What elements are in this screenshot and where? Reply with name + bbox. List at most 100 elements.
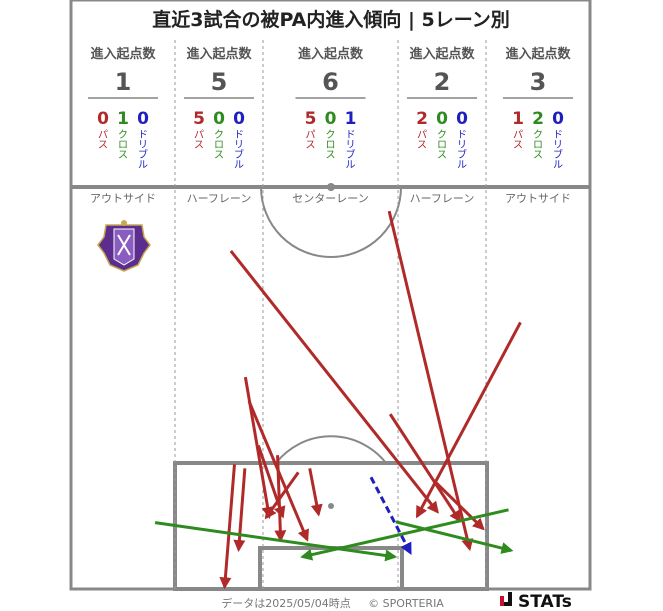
label-dribble: リ bbox=[234, 140, 244, 151]
entry-arrows bbox=[154, 210, 522, 590]
pass-arrow bbox=[219, 464, 236, 590]
count-dribble: 0 bbox=[552, 109, 564, 129]
pass-arrow bbox=[432, 479, 485, 531]
label-dribble: ル bbox=[553, 160, 563, 171]
count-pass: 1 bbox=[512, 109, 524, 129]
chart-title: 直近3試合の被PA内進入傾向 | 5レーン別 bbox=[152, 8, 510, 31]
footer-date: データは2025/05/04時点 bbox=[221, 596, 350, 610]
label-pass: ス bbox=[306, 140, 316, 151]
count-pass: 5 bbox=[305, 109, 317, 129]
label-pass: パ bbox=[194, 129, 204, 141]
lane-header-label: 進入起点数 bbox=[505, 46, 571, 62]
cross-arrow bbox=[395, 520, 514, 554]
pass-arrow bbox=[415, 321, 522, 519]
label-dribble: ル bbox=[457, 160, 467, 171]
label-dribble: ル bbox=[234, 160, 244, 171]
count-dribble: 0 bbox=[137, 109, 149, 129]
count-pass: 0 bbox=[97, 109, 109, 129]
pass-arrow bbox=[233, 468, 247, 552]
label-cross: ロ bbox=[437, 140, 447, 151]
count-pass: 5 bbox=[193, 109, 205, 129]
count-dribble: 1 bbox=[345, 109, 357, 129]
label-dribble: ブ bbox=[346, 148, 356, 161]
label-dribble: ド bbox=[234, 130, 244, 141]
center-circle bbox=[260, 186, 402, 258]
label-dribble: リ bbox=[457, 140, 467, 151]
label-pass: ス bbox=[417, 140, 427, 151]
lane-header-label: 進入起点数 bbox=[409, 46, 475, 62]
label-cross: ロ bbox=[214, 140, 224, 151]
footer-copyright: © SPORTERIA bbox=[368, 597, 444, 610]
cross-arrow bbox=[300, 508, 509, 561]
club-crest-icon bbox=[97, 220, 151, 272]
dribble-arrow bbox=[369, 476, 412, 555]
label-cross: ク bbox=[118, 129, 128, 141]
lane-name: ハーフレーン bbox=[410, 192, 475, 205]
label-cross: ク bbox=[326, 129, 336, 141]
center-spot bbox=[327, 183, 335, 191]
lane-name: アウトサイド bbox=[505, 192, 571, 205]
label-cross: ク bbox=[533, 129, 543, 141]
label-cross: ス bbox=[533, 150, 543, 161]
label-pass: パ bbox=[306, 129, 316, 141]
count-cross: 0 bbox=[213, 109, 225, 129]
pass-arrow bbox=[387, 210, 474, 552]
pass-arrow bbox=[388, 413, 462, 523]
label-dribble: ブ bbox=[138, 148, 148, 161]
label-cross: ロ bbox=[533, 140, 543, 151]
lane-header-label: 進入起点数 bbox=[298, 46, 364, 62]
lane-name: アウトサイド bbox=[90, 192, 156, 205]
label-dribble: ド bbox=[457, 130, 467, 141]
label-cross: ロ bbox=[326, 140, 336, 151]
label-cross: ス bbox=[326, 150, 336, 161]
lane-name: センターレーン bbox=[292, 192, 368, 205]
label-dribble: ル bbox=[346, 160, 356, 171]
count-cross: 0 bbox=[325, 109, 337, 129]
lane-total: 5 bbox=[211, 68, 228, 96]
label-dribble: ル bbox=[138, 160, 148, 171]
label-pass: ス bbox=[513, 140, 523, 151]
cross-arrow bbox=[154, 521, 398, 562]
lane-name: ハーフレーン bbox=[187, 192, 252, 205]
label-dribble: ブ bbox=[234, 148, 244, 161]
label-dribble: ブ bbox=[457, 148, 467, 161]
label-pass: パ bbox=[98, 129, 108, 141]
pass-arrow bbox=[229, 249, 439, 514]
count-cross: 2 bbox=[532, 109, 544, 129]
lane-total: 6 bbox=[322, 68, 339, 96]
count-cross: 1 bbox=[117, 109, 129, 129]
label-dribble: ブ bbox=[553, 148, 563, 161]
label-cross: ク bbox=[214, 129, 224, 141]
label-dribble: ド bbox=[553, 130, 563, 141]
pass-arrow bbox=[308, 468, 323, 517]
brand-text: STATs bbox=[518, 592, 572, 611]
lane-total: 3 bbox=[530, 68, 547, 96]
label-dribble: ド bbox=[346, 130, 356, 141]
label-dribble: リ bbox=[138, 140, 148, 151]
label-pass: ス bbox=[194, 140, 204, 151]
penalty-arc bbox=[275, 435, 387, 464]
lane-dividers bbox=[174, 40, 487, 589]
penalty-spot bbox=[328, 503, 334, 509]
label-dribble: ド bbox=[138, 130, 148, 141]
count-dribble: 0 bbox=[456, 109, 468, 129]
lane-total: 2 bbox=[434, 68, 451, 96]
count-pass: 2 bbox=[416, 109, 428, 129]
label-cross: ス bbox=[118, 150, 128, 161]
stats-logo-icon: STATs bbox=[500, 592, 572, 611]
count-cross: 0 bbox=[436, 109, 448, 129]
label-dribble: リ bbox=[346, 140, 356, 151]
lane-headers: 進入起点数10パス1クロス0ドリブル進入起点数55パス0クロス0ドリブル進入起点… bbox=[88, 46, 573, 171]
label-cross: ス bbox=[437, 150, 447, 161]
lane-header-label: 進入起点数 bbox=[186, 46, 252, 62]
label-dribble: リ bbox=[553, 140, 563, 151]
lane-total: 1 bbox=[115, 68, 132, 96]
label-cross: ス bbox=[214, 150, 224, 161]
count-dribble: 0 bbox=[233, 109, 245, 129]
label-pass: パ bbox=[417, 129, 427, 141]
